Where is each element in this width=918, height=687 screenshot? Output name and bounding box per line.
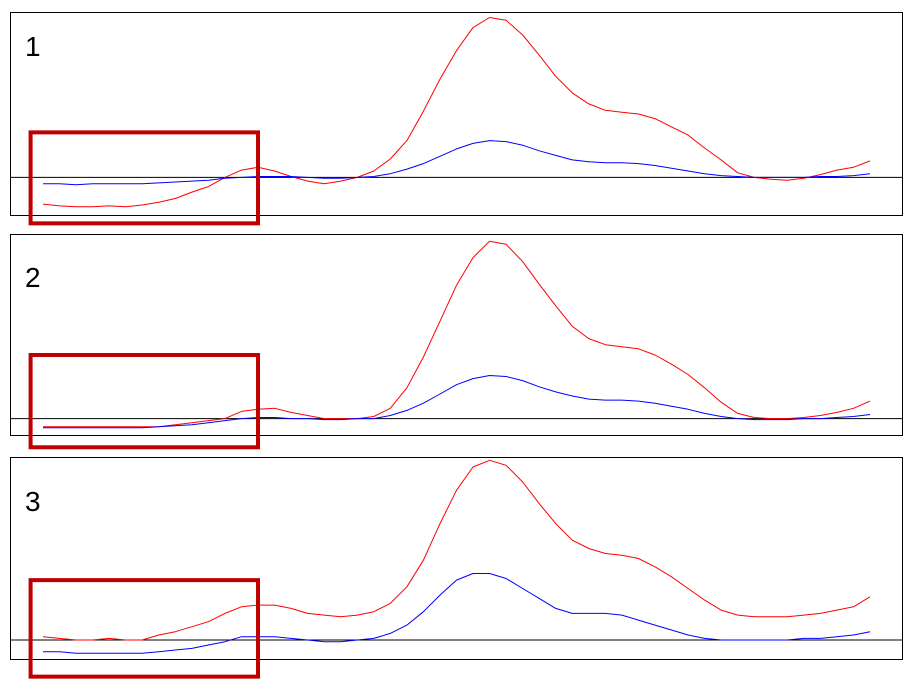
series-line-blue <box>43 375 871 429</box>
highlight-box <box>28 130 261 226</box>
chart-panel-3: 3 <box>10 457 903 679</box>
series-line-red <box>42 17 871 208</box>
panel-frame <box>10 234 903 436</box>
series-line-blue <box>43 573 871 654</box>
chart-panel-1: 1 <box>10 12 903 226</box>
highlight-box <box>28 352 261 450</box>
series-line-blue <box>43 140 871 186</box>
highlight-box <box>28 578 261 679</box>
chart-panel-2: 2 <box>10 234 903 450</box>
panel-label: 1 <box>25 31 41 62</box>
panel-frame <box>10 457 903 660</box>
panel-label: 3 <box>25 486 41 517</box>
series-line-red <box>43 240 871 428</box>
series-line-red <box>42 459 871 641</box>
series-layer <box>10 459 902 679</box>
series-layer <box>10 17 902 226</box>
panel-frame <box>10 12 903 216</box>
panel-label: 2 <box>25 262 41 293</box>
series-layer <box>10 240 902 450</box>
